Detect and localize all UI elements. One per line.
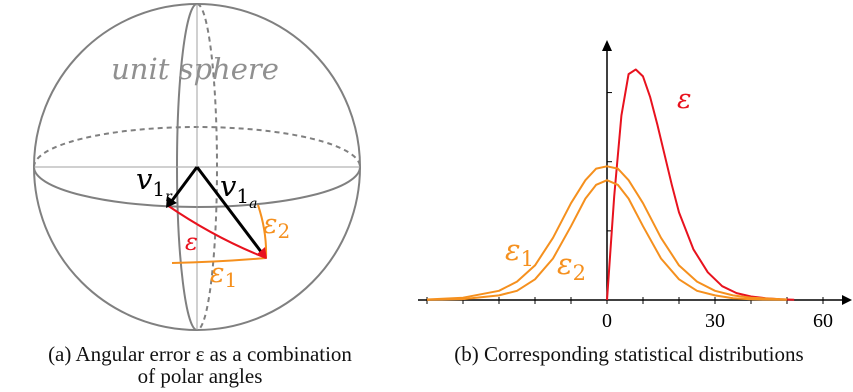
series-line-eps1	[426, 165, 788, 301]
panel-b: 0 30 60 ε ε1 ε2	[418, 40, 852, 332]
caption-b: (b) Corresponding statistical distributi…	[454, 342, 804, 366]
vector-v1a	[195, 166, 264, 254]
label-v1a: v1a	[220, 169, 257, 212]
y-axis-arrowhead	[602, 40, 612, 51]
series-label-eps1: ε1	[505, 233, 534, 271]
x-tick-label: 30	[705, 310, 725, 332]
label-eps: ε	[185, 228, 198, 256]
tick-marks	[426, 92, 824, 304]
series-label-eps: ε	[677, 84, 692, 115]
vector-v1a-arrowhead	[256, 247, 267, 259]
x-tick-label: 0	[602, 310, 612, 332]
tick-labels: 0 30 60	[602, 310, 833, 332]
caption-a-line1: (a) Angular error ε as a combination	[48, 342, 352, 366]
label-eps1: ε1	[210, 258, 237, 292]
label-v1r: v1r	[136, 162, 173, 205]
x-tick-label: 60	[813, 310, 833, 332]
panel-a: unit sphere v1r v1a ε ε2 ε1	[33, 3, 361, 331]
caption-a: (a) Angular error ε as a combination of …	[0, 343, 400, 387]
series-label-eps2: ε2	[557, 247, 586, 285]
vector-v1r	[169, 166, 199, 203]
series-line-eps	[606, 68, 795, 301]
eps-arc	[166, 204, 267, 259]
caption-a-line2: of polar angles	[137, 364, 263, 388]
series-lines	[426, 68, 795, 301]
eps1-arc	[171, 257, 267, 264]
series-line-eps2	[426, 179, 788, 301]
vector-v1r-arrowhead	[166, 196, 177, 208]
label-eps2: ε2	[263, 209, 290, 243]
sphere-label: unit sphere	[111, 52, 279, 86]
x-axis-arrowhead	[842, 295, 852, 305]
